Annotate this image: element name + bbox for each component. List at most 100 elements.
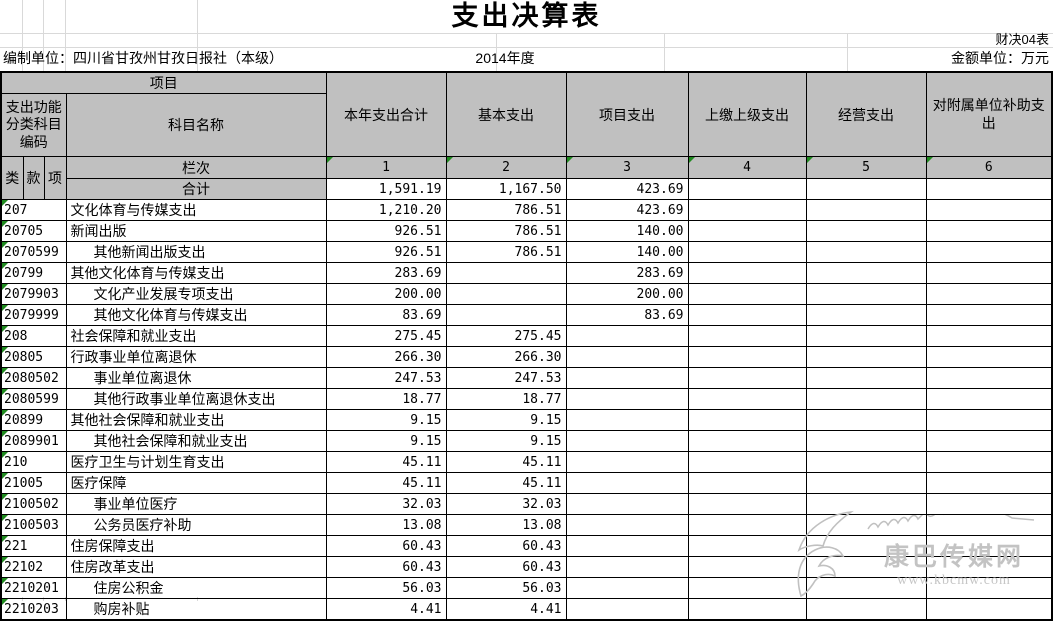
row-value-cell: 283.69 [325, 262, 447, 284]
gridline [0, 33, 1053, 34]
row-subject-name: 新闻出版 [65, 220, 327, 242]
row-code: 2210203 [0, 598, 67, 621]
table-body: 207 文化体育与传媒支出 1,210.20 786.51 423.69 20705 新闻出… [0, 199, 1053, 621]
row-value-cell: 275.45 [445, 325, 567, 347]
row-code: 2100503 [0, 514, 67, 536]
table-row: 20899 其他社会保障和就业支出 9.15 9.15 [0, 409, 1053, 431]
table-row: 20705 新闻出版 926.51 786.51 140.00 [0, 220, 1053, 242]
gridline [496, 33, 497, 71]
row-value-cell [925, 409, 1053, 431]
row-value-cell: 45.11 [325, 472, 447, 494]
row-value-cell [687, 409, 807, 431]
row-subject-name: 其他社会保障和就业支出 [65, 430, 327, 452]
table-row: 221 住房保障支出 60.43 60.43 [0, 535, 1053, 557]
subject-name-header: 科目名称 [65, 93, 327, 157]
table-row: 2080502 事业单位离退休 247.53 247.53 [0, 367, 1053, 389]
row-value-cell: 4.41 [445, 598, 567, 621]
row-value-cell: 18.77 [325, 388, 447, 410]
table-row: 21005 医疗保障 45.11 45.11 [0, 472, 1053, 494]
row-value-cell: 786.51 [445, 199, 567, 221]
row-value-cell [925, 262, 1053, 284]
row-value-cell [805, 388, 927, 410]
row-value-cell [805, 577, 927, 599]
code-sub-header-entry: 项 [43, 156, 67, 200]
total-value-cell: 423.69 [565, 178, 689, 200]
row-value-cell: 247.53 [445, 367, 567, 389]
total-value-cell [805, 178, 927, 200]
row-value-cell: 9.15 [325, 409, 447, 431]
row-subject-name: 社会保障和就业支出 [65, 325, 327, 347]
row-value-cell [565, 430, 689, 452]
table-row: 22102 住房改革支出 60.43 60.43 [0, 556, 1053, 578]
row-value-cell: 60.43 [325, 535, 447, 557]
expenditure-table: 项目 本年支出合计 基本支出 项目支出 上缴上级支出 经营支出 对附属单位补助支… [0, 71, 1053, 621]
code-column-header: 支出功能分类科目编码 [0, 93, 67, 157]
row-value-cell: 13.08 [445, 514, 567, 536]
row-value-cell [687, 577, 807, 599]
row-value-cell: 9.15 [445, 409, 567, 431]
table-meta-row: 编制单位：四川省甘孜州甘孜日报社（本级） 2014年度 金额单位：万元 [0, 47, 1053, 71]
row-value-cell [565, 367, 689, 389]
table-row: 2079903 文化产业发展专项支出 200.00 200.00 [0, 283, 1053, 305]
column-header-basic: 基本支出 [445, 71, 567, 157]
column-header-total: 本年支出合计 [325, 71, 447, 157]
row-subject-name: 公务员医疗补助 [65, 514, 327, 536]
row-value-cell: 9.15 [445, 430, 567, 452]
row-code: 208 [0, 325, 67, 347]
row-code: 207 [0, 199, 67, 221]
row-value-cell [687, 304, 807, 326]
row-value-cell [805, 451, 927, 473]
row-value-cell [925, 304, 1053, 326]
column-header-operating: 经营支出 [805, 71, 927, 157]
row-value-cell: 9.15 [325, 430, 447, 452]
row-value-cell [687, 535, 807, 557]
gridline [197, 0, 198, 71]
column-number: 1 [325, 156, 447, 179]
row-value-cell [565, 346, 689, 368]
row-value-cell [805, 514, 927, 536]
row-value-cell [687, 388, 807, 410]
row-code: 2079903 [0, 283, 67, 305]
row-value-cell [565, 598, 689, 621]
table-row: 2210201 住房公积金 56.03 56.03 [0, 577, 1053, 599]
row-value-cell [805, 346, 927, 368]
row-value-cell [565, 409, 689, 431]
column-number: 5 [805, 156, 927, 179]
column-number: 4 [687, 156, 807, 179]
row-code: 210 [0, 451, 67, 473]
row-value-cell [805, 304, 927, 326]
total-row-label: 合计 [65, 178, 327, 200]
row-code: 221 [0, 535, 67, 557]
row-subject-name: 文化产业发展专项支出 [65, 283, 327, 305]
row-value-cell [565, 577, 689, 599]
row-value-cell [805, 535, 927, 557]
row-subject-name: 住房改革支出 [65, 556, 327, 578]
row-value-cell: 200.00 [325, 283, 447, 305]
row-value-cell [925, 493, 1053, 515]
gridline [664, 33, 665, 71]
row-value-cell [805, 493, 927, 515]
row-value-cell [925, 556, 1053, 578]
row-subject-name: 住房保障支出 [65, 535, 327, 557]
row-value-cell [565, 556, 689, 578]
column-header-project: 项目支出 [565, 71, 689, 157]
row-value-cell: 32.03 [325, 493, 447, 515]
column-header-subsidy: 对附属单位补助支出 [925, 71, 1053, 157]
row-subject-name: 其他新闻出版支出 [65, 241, 327, 263]
row-value-cell [565, 325, 689, 347]
row-code: 2100502 [0, 493, 67, 515]
row-value-cell [925, 514, 1053, 536]
table-row: 2080599 其他行政事业单位离退休支出 18.77 18.77 [0, 388, 1053, 410]
row-subject-name: 其他社会保障和就业支出 [65, 409, 327, 431]
row-value-cell: 140.00 [565, 220, 689, 242]
gridline [22, 0, 23, 71]
table-row: 207 文化体育与传媒支出 1,210.20 786.51 423.69 [0, 199, 1053, 221]
page-title: 支出决算表 [451, 1, 602, 31]
total-value-cell: 1,167.50 [445, 178, 567, 200]
row-subject-name: 行政事业单位离退休 [65, 346, 327, 368]
row-value-cell: 13.08 [325, 514, 447, 536]
table-row: 2100502 事业单位医疗 32.03 32.03 [0, 493, 1053, 515]
row-value-cell [687, 556, 807, 578]
row-value-cell [687, 493, 807, 515]
row-code: 20805 [0, 346, 67, 368]
